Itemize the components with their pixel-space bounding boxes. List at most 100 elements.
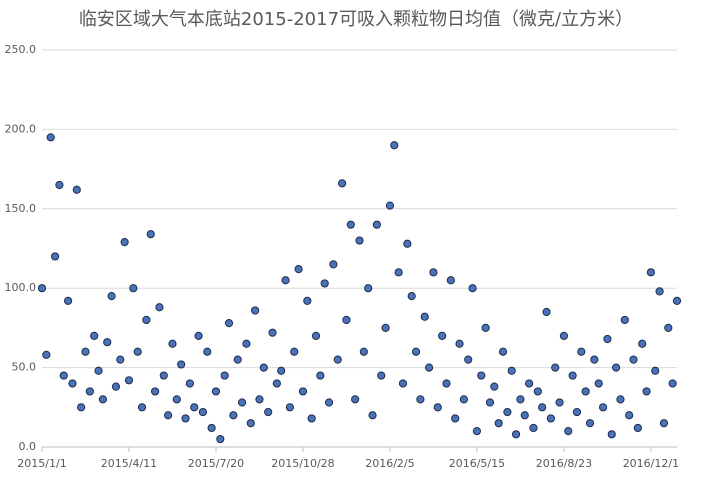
point <box>111 382 121 391</box>
point <box>407 292 416 301</box>
point <box>107 292 116 301</box>
point <box>385 201 395 210</box>
point <box>272 379 281 388</box>
point <box>533 387 542 396</box>
point <box>172 395 181 404</box>
point <box>316 371 325 380</box>
point <box>133 347 142 356</box>
point <box>194 331 203 340</box>
y-tick-label: 250.0 <box>5 43 37 56</box>
point <box>372 220 381 229</box>
point <box>324 398 334 407</box>
point <box>664 323 673 332</box>
point <box>616 395 625 404</box>
point <box>311 331 321 340</box>
point <box>150 387 160 396</box>
point <box>85 387 94 396</box>
point <box>368 411 377 420</box>
point <box>494 419 503 428</box>
point <box>598 403 608 412</box>
point <box>390 141 399 150</box>
point <box>333 355 342 364</box>
point <box>159 371 168 380</box>
point <box>351 395 360 404</box>
point <box>224 319 234 328</box>
point <box>142 315 151 325</box>
y-tick-label: 200.0 <box>5 122 37 135</box>
point <box>259 363 268 372</box>
point <box>137 403 147 412</box>
point <box>98 395 107 404</box>
point <box>568 371 577 380</box>
point <box>503 407 512 417</box>
point <box>468 284 477 293</box>
point <box>629 355 638 364</box>
point <box>216 434 225 444</box>
point <box>203 347 212 356</box>
point <box>155 303 164 312</box>
point <box>651 366 660 375</box>
point <box>538 403 547 412</box>
point <box>307 414 316 423</box>
point <box>638 339 647 348</box>
point <box>81 347 90 356</box>
point <box>120 238 129 247</box>
point <box>490 382 499 391</box>
point <box>185 379 194 388</box>
point <box>555 398 564 407</box>
point <box>516 395 525 404</box>
point <box>403 239 412 248</box>
point <box>146 230 155 239</box>
point <box>329 260 338 269</box>
y-tick-label: 50.0 <box>12 361 37 374</box>
x-tick-label: 2016/2/5 <box>365 457 414 470</box>
point <box>220 371 229 380</box>
point <box>590 355 599 364</box>
y-tick-label: 0.0 <box>19 440 37 453</box>
point <box>642 387 651 396</box>
point <box>50 252 60 261</box>
point <box>377 371 386 380</box>
x-tick-label: 2016/12/1 <box>623 457 679 470</box>
point <box>672 296 682 306</box>
point <box>520 411 529 420</box>
point <box>268 328 277 337</box>
point <box>168 339 177 348</box>
point <box>655 287 664 296</box>
point <box>646 268 656 277</box>
point <box>364 284 373 293</box>
point <box>585 419 595 428</box>
point <box>294 265 303 274</box>
point <box>668 379 677 388</box>
y-tick-label: 150.0 <box>5 202 37 215</box>
point <box>298 387 308 396</box>
point <box>103 338 112 347</box>
point <box>264 407 273 417</box>
point <box>442 379 451 388</box>
point <box>529 423 538 433</box>
point <box>564 427 573 436</box>
x-tick-label: 2016/8/23 <box>536 457 592 470</box>
point <box>68 379 77 388</box>
point <box>459 395 468 404</box>
point <box>429 268 438 277</box>
point <box>424 363 434 372</box>
point <box>464 355 473 364</box>
point <box>124 376 134 385</box>
point <box>320 279 329 288</box>
point <box>181 414 190 423</box>
point <box>285 403 295 412</box>
point <box>594 379 603 388</box>
point <box>303 296 312 306</box>
point <box>281 276 290 285</box>
point <box>211 387 221 396</box>
point <box>420 312 429 321</box>
point <box>559 331 569 340</box>
point <box>46 133 55 142</box>
x-tick-label: 2015/4/11 <box>101 457 157 470</box>
point <box>416 395 425 404</box>
point <box>72 185 81 194</box>
x-tick-label: 2015/1/1 <box>17 457 66 470</box>
point <box>542 307 551 317</box>
